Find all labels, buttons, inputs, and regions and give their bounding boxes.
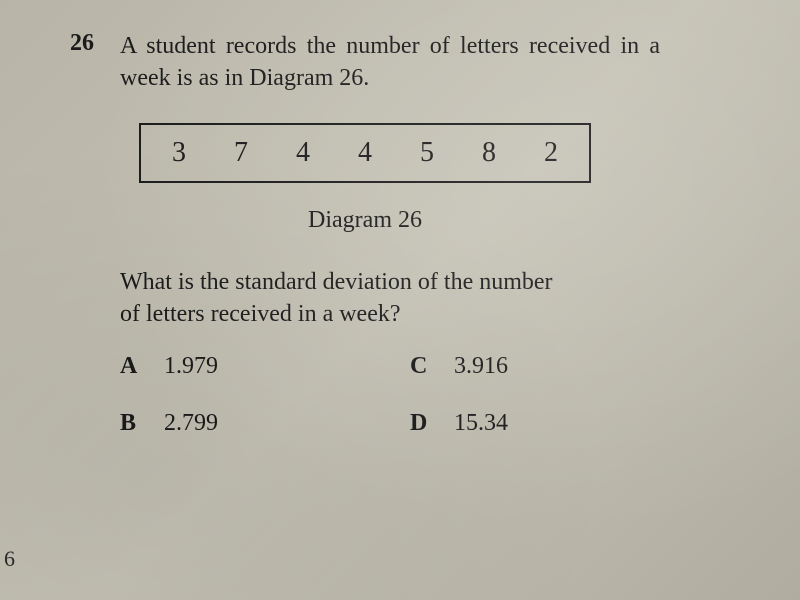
data-value-6: 2 bbox=[541, 137, 561, 169]
data-value-2: 4 bbox=[293, 137, 313, 169]
diagram-container: 3 7 4 4 5 8 2 Diagram 26 bbox=[120, 123, 610, 234]
data-value-4: 5 bbox=[417, 137, 437, 169]
diagram-label: Diagram 26 bbox=[308, 207, 422, 234]
option-value-b: 2.799 bbox=[164, 410, 218, 437]
sub-question: What is the standard deviation of the nu… bbox=[120, 266, 740, 331]
data-value-5: 8 bbox=[479, 137, 499, 169]
option-value-a: 1.979 bbox=[164, 353, 218, 380]
option-letter-a: A bbox=[120, 353, 144, 380]
option-value-d: 15.34 bbox=[454, 410, 508, 437]
option-b: B 2.799 bbox=[120, 410, 390, 437]
question-text-line1: A student records the number of letters bbox=[120, 33, 519, 59]
question-header: 26 A student records the number of lette… bbox=[70, 30, 740, 95]
data-value-0: 3 bbox=[169, 137, 189, 169]
option-a: A 1.979 bbox=[120, 353, 390, 380]
sub-question-line2: of letters received in a week? bbox=[120, 301, 401, 327]
question-text: A student records the number of letters … bbox=[120, 30, 740, 95]
option-letter-c: C bbox=[410, 353, 434, 380]
question-number: 26 bbox=[70, 30, 102, 57]
page-number: 6 bbox=[4, 546, 15, 572]
option-letter-d: D bbox=[410, 410, 434, 437]
exam-page: 26 A student records the number of lette… bbox=[0, 0, 800, 467]
sub-question-line1: What is the standard deviation of the nu… bbox=[120, 269, 553, 295]
data-value-1: 7 bbox=[231, 137, 251, 169]
option-value-c: 3.916 bbox=[454, 353, 508, 380]
data-box: 3 7 4 4 5 8 2 bbox=[139, 123, 591, 183]
option-d: D 15.34 bbox=[410, 410, 680, 437]
option-c: C 3.916 bbox=[410, 353, 680, 380]
data-value-3: 4 bbox=[355, 137, 375, 169]
option-letter-b: B bbox=[120, 410, 144, 437]
options-grid: A 1.979 C 3.916 B 2.799 D 15.34 bbox=[120, 353, 680, 437]
